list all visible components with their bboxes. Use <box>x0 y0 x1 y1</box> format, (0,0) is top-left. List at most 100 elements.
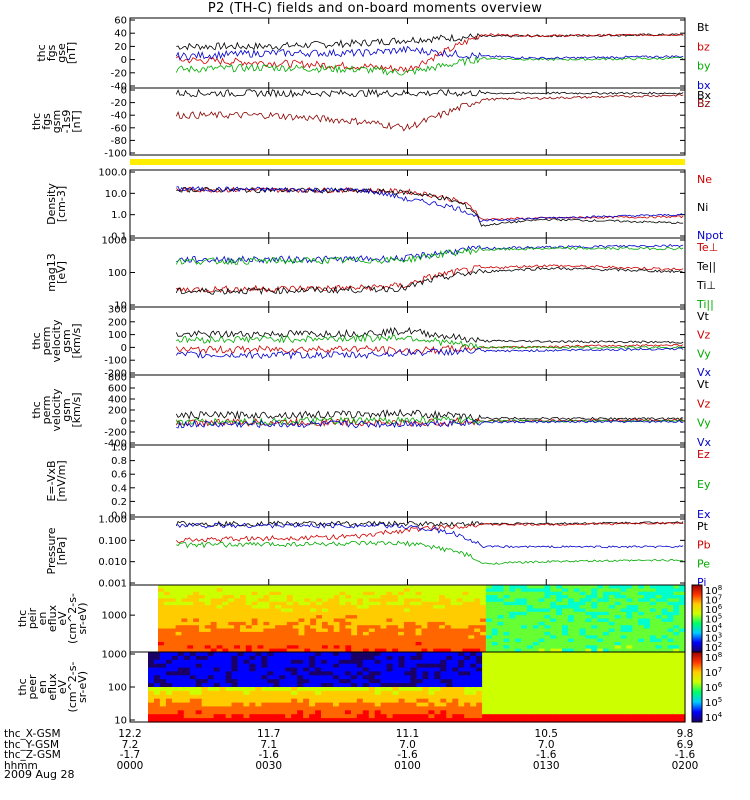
spectrogram-cell <box>526 588 534 593</box>
spectrogram-cell <box>219 675 227 680</box>
spectrogram-cell <box>298 611 305 616</box>
spectrogram-cell <box>535 675 543 680</box>
spectrogram-cell <box>368 648 376 653</box>
spectrogram-cell <box>450 638 458 643</box>
spectrogram-cell <box>255 698 262 704</box>
spectrogram-cell <box>468 598 475 603</box>
spectrogram-cell <box>421 601 428 606</box>
spectrogram-cell <box>245 631 253 636</box>
spectrogram-cell <box>286 638 294 643</box>
spectrogram-cell <box>380 605 387 610</box>
spectrogram-cell <box>607 663 614 669</box>
spectrogram-cell <box>439 591 446 596</box>
spectrogram-cell <box>644 588 651 593</box>
spectrogram-cell <box>655 631 663 636</box>
spectrogram-cell <box>181 598 188 603</box>
spectrogram-cell <box>637 698 644 704</box>
spectrogram-cell <box>322 605 329 610</box>
spectrogram-cell <box>614 645 622 650</box>
spectrogram-cell <box>474 585 481 589</box>
spectrogram-cell <box>631 659 638 665</box>
spectrogram-cell <box>234 595 241 599</box>
spectrogram-cell <box>620 585 628 589</box>
spectrogram-cell <box>237 706 245 711</box>
spectrogram-cell <box>608 628 616 633</box>
spectrogram-cell <box>667 687 674 692</box>
spectrogram-cell <box>631 718 638 723</box>
spectrogram-cell <box>474 591 481 596</box>
spectrogram-cell <box>304 638 311 643</box>
spectrogram-cell <box>573 621 581 626</box>
spectrogram-cell <box>577 718 585 723</box>
spectrogram-cell <box>316 615 323 620</box>
spectrogram-cell <box>673 635 680 640</box>
spectrogram-cell <box>452 667 459 673</box>
spectrogram-cell <box>422 687 430 692</box>
spectrogram-cell <box>550 601 557 606</box>
spectrogram-cell <box>357 621 364 626</box>
spectrogram-cell <box>269 628 276 633</box>
spectrogram-cell <box>257 618 264 623</box>
spectrogram-cell <box>603 605 610 610</box>
spectrogram-cell <box>240 635 247 640</box>
spectrogram-cell <box>245 615 253 620</box>
spectrogram-cell <box>210 595 218 599</box>
spectrogram-cell <box>440 659 447 665</box>
panel-ylabel-line: velocity <box>50 388 63 431</box>
spectrogram-cell <box>327 588 335 593</box>
spectrogram-cell <box>315 694 322 700</box>
spectrogram-cell <box>655 690 662 696</box>
spectrogram-cell <box>148 671 155 676</box>
spectrogram-cell <box>556 608 563 613</box>
spectrogram-cell <box>503 618 510 623</box>
spectrogram-cell <box>255 659 262 665</box>
spectrogram-cell <box>398 683 406 688</box>
spectrogram-cell <box>356 710 364 715</box>
spectrogram-cell <box>357 601 364 606</box>
spectrogram-cell <box>597 628 604 633</box>
spectrogram-cell <box>310 615 317 620</box>
spectrogram-cell <box>538 648 546 653</box>
spectrogram-cell <box>228 588 235 593</box>
spectrogram-cell <box>257 588 264 593</box>
spectrogram-cell <box>567 621 575 626</box>
spectrogram-cell <box>503 648 510 653</box>
legend-ni: Ni <box>697 201 708 214</box>
spectrogram-cell <box>222 645 229 650</box>
spectrogram-cell <box>434 687 441 692</box>
spectrogram-cell <box>416 663 424 669</box>
spectrogram-cell <box>193 595 200 599</box>
spectrogram-cell <box>535 698 543 704</box>
spectrogram-cell <box>488 687 495 692</box>
spectrogram-cell <box>601 663 609 669</box>
spectrogram-cell <box>427 638 434 643</box>
spectrogram-cell <box>350 683 358 688</box>
spectrogram-cell <box>433 618 440 623</box>
spectrogram-cell <box>261 702 268 708</box>
spectrogram-cell <box>345 625 352 630</box>
panel-ylabel-line: thc <box>16 610 29 627</box>
spectrogram-cell <box>316 608 323 613</box>
spectrogram-cell <box>440 667 447 673</box>
spectrogram-cell <box>529 690 537 696</box>
spectrogram-cell <box>310 601 317 606</box>
spectrogram-cell <box>386 663 394 669</box>
spectrogram-cell <box>281 635 288 640</box>
spectrogram-cell <box>210 645 218 650</box>
spectrogram-cell <box>577 659 585 665</box>
spectrogram-cell <box>368 615 376 620</box>
spectrogram-cell <box>344 679 352 684</box>
spectrogram-cell <box>380 683 388 688</box>
spectrogram-cell <box>655 615 663 620</box>
spectrogram-cell <box>464 706 471 711</box>
spectrogram-cell <box>529 683 537 688</box>
spectrogram-cell <box>392 635 399 640</box>
ytick-label: 10 <box>114 716 127 727</box>
ytick-label: 100 <box>108 683 127 694</box>
ytick-label: 600 <box>108 384 127 395</box>
spectrogram-cell <box>398 690 406 696</box>
spectrogram-cell <box>603 621 610 626</box>
spectrogram-cell <box>269 591 276 596</box>
spectrogram-cell <box>267 683 274 688</box>
spectrogram-cell <box>163 595 171 599</box>
